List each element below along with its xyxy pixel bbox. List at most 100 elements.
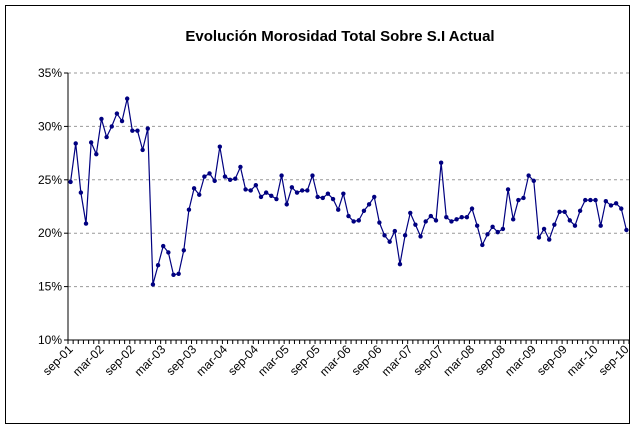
data-point	[418, 234, 423, 239]
data-point	[227, 177, 233, 182]
data-point	[577, 208, 583, 213]
data-point	[284, 202, 289, 207]
data-point	[572, 223, 578, 228]
data-point	[305, 188, 310, 193]
data-point	[583, 197, 588, 203]
data-point	[186, 207, 192, 212]
data-point	[588, 197, 593, 203]
data-point	[88, 140, 94, 145]
data-point	[124, 96, 130, 101]
data-point	[552, 222, 557, 227]
data-point	[547, 237, 552, 242]
data-point	[207, 171, 212, 176]
data-point	[366, 202, 372, 207]
data-point	[387, 239, 392, 244]
data-point	[526, 173, 531, 178]
data-point	[346, 213, 351, 219]
data-point	[449, 219, 454, 224]
data-point	[68, 179, 73, 185]
data-point	[294, 190, 300, 195]
data-point	[402, 233, 408, 238]
data-point	[356, 218, 361, 223]
data-point	[480, 242, 485, 248]
data-point	[243, 187, 248, 192]
data-point	[510, 217, 516, 222]
data-point	[423, 219, 428, 224]
data-point	[464, 214, 470, 220]
data-point	[444, 214, 449, 220]
data-point	[233, 176, 238, 181]
chart-border	[5, 5, 630, 424]
data-point	[315, 194, 320, 200]
data-point	[521, 195, 526, 201]
y-tick-label: 20%	[38, 226, 62, 240]
data-point	[593, 197, 598, 203]
data-point	[330, 196, 336, 202]
y-tick-label: 30%	[38, 119, 62, 133]
data-point	[567, 218, 573, 223]
y-tick-label: 15%	[38, 280, 62, 294]
chart-title: Evolución Morosidad Total Sobre S.I Actu…	[185, 28, 494, 45]
data-point	[238, 164, 243, 170]
data-point	[624, 227, 629, 233]
data-point	[598, 223, 603, 228]
data-point	[217, 144, 223, 149]
data-point	[433, 218, 439, 223]
data-point	[397, 261, 403, 267]
data-point	[341, 191, 346, 196]
data-point	[135, 128, 140, 133]
data-point	[320, 195, 325, 201]
data-point	[377, 220, 382, 225]
data-point	[516, 197, 521, 203]
data-point	[505, 187, 511, 192]
data-point	[289, 185, 295, 190]
data-point	[161, 243, 166, 249]
data-point	[562, 209, 567, 215]
y-tick-label: 25%	[38, 173, 62, 187]
data-point	[83, 221, 89, 226]
data-point	[181, 248, 187, 253]
data-point	[94, 151, 99, 157]
data-point	[274, 196, 279, 202]
data-point	[197, 192, 202, 197]
data-point	[613, 201, 619, 206]
data-point	[140, 147, 145, 153]
data-point	[176, 271, 181, 276]
data-point	[248, 188, 253, 193]
data-point	[382, 233, 387, 238]
data-point	[222, 174, 228, 179]
data-point	[258, 194, 264, 200]
data-point	[469, 206, 475, 211]
data-point	[99, 116, 104, 122]
data-point	[351, 219, 356, 224]
data-point	[202, 174, 207, 179]
data-point	[299, 188, 305, 193]
data-point	[336, 207, 341, 212]
data-point	[454, 217, 459, 222]
data-point	[413, 222, 418, 227]
data-point	[119, 118, 125, 124]
data-point	[166, 250, 171, 255]
data-point	[392, 228, 398, 234]
data-point	[325, 191, 331, 196]
y-tick-label: 35%	[38, 66, 62, 80]
data-point	[145, 126, 150, 131]
data-point	[269, 193, 274, 199]
data-point	[557, 209, 562, 215]
data-point	[78, 190, 84, 195]
data-point	[495, 229, 500, 235]
data-point	[155, 263, 161, 268]
data-point	[104, 134, 109, 140]
data-point	[459, 214, 464, 220]
data-point	[474, 223, 480, 228]
data-point	[212, 178, 217, 184]
data-point	[114, 111, 120, 116]
data-point	[500, 226, 506, 232]
data-point	[253, 182, 259, 188]
data-point	[485, 232, 490, 237]
data-point	[310, 173, 315, 178]
data-point	[408, 210, 413, 216]
data-point	[531, 178, 536, 184]
data-point	[372, 194, 377, 200]
data-point	[541, 226, 547, 232]
